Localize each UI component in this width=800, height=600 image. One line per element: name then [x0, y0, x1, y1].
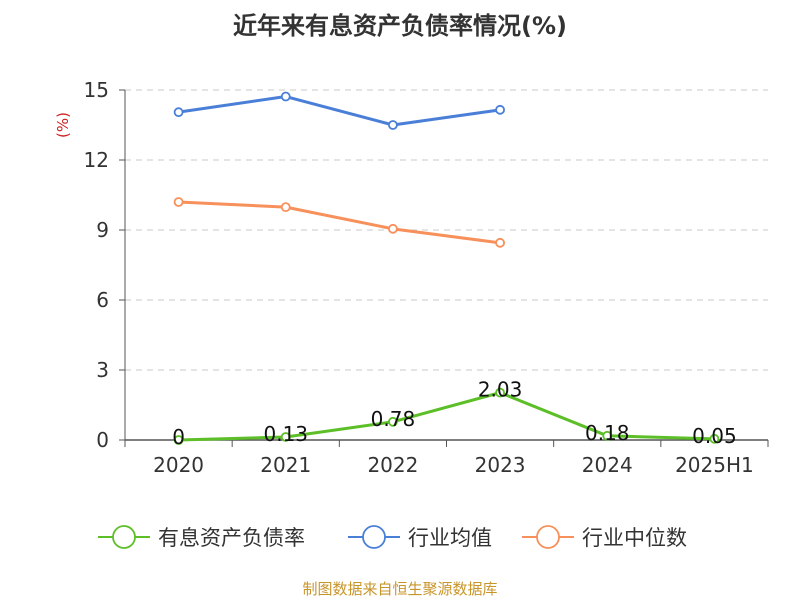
legend-item: 行业中位数: [522, 525, 687, 550]
data-point: [173, 197, 184, 207]
y-tick-label: 6: [96, 288, 109, 312]
data-label: 0.78: [371, 407, 416, 431]
x-tick-label: 2025H1: [675, 453, 754, 477]
series: [173, 91, 720, 445]
legend-marker: [112, 525, 136, 549]
grid-lines: [125, 89, 768, 371]
data-point: [495, 104, 505, 115]
data-label: 0.18: [585, 421, 630, 445]
y-tick-label: 9: [96, 218, 109, 242]
data-point: [173, 435, 184, 445]
data-point: [280, 91, 291, 102]
legend-item: 行业均值: [348, 525, 492, 550]
data-point: [495, 387, 505, 398]
x-tick-label: 2020: [153, 453, 204, 477]
data-label: 2.03: [478, 378, 523, 402]
legend-marker: [536, 525, 560, 549]
legend-label: 有息资产负债率: [158, 526, 305, 550]
data-point: [388, 120, 398, 130]
data-point: [388, 223, 398, 234]
chart-title: 近年来有息资产负债率情况(%): [233, 12, 567, 40]
x-tick-label: 2024: [582, 453, 633, 477]
x-tick-label: 2023: [475, 453, 526, 477]
data-label: 0.13: [263, 422, 308, 446]
y-tick-label: 3: [96, 358, 109, 382]
data-point: [602, 430, 613, 441]
data-point: [173, 107, 184, 118]
y-tick-label: 0: [96, 428, 109, 452]
data-labels: 0 0.13 0.78 2.03 0.18 0.05: [172, 378, 736, 449]
data-point: [280, 432, 291, 442]
axes: 0 3 6 9 12 15 (%) 2020 2021 2022 2023 2024 2025H1: [54, 78, 769, 477]
y-tick-label: 12: [84, 148, 109, 172]
data-point: [709, 433, 720, 444]
data-label: 0.05: [692, 424, 737, 448]
data-label: 0: [172, 425, 185, 449]
legend-item: 有息资产负债率: [98, 525, 305, 550]
legend-label: 行业均值: [408, 526, 492, 550]
legend-marker: [362, 525, 386, 549]
data-point: [280, 202, 291, 213]
series-line: [178, 95, 501, 127]
y-tick-label: 15: [84, 78, 109, 102]
source-note: 制图数据来自恒生聚源数据库: [302, 580, 498, 598]
series-line: [178, 391, 715, 442]
data-point: [388, 416, 398, 427]
legend-label: 行业中位数: [582, 526, 687, 550]
legend: 有息资产负债率 行业均值 行业中位数: [98, 525, 687, 550]
data-point: [495, 237, 505, 248]
series-line: [178, 200, 501, 245]
x-tick-label: 2021: [260, 453, 311, 477]
y-axis-label: (%): [54, 112, 72, 138]
x-tick-label: 2022: [367, 453, 418, 477]
